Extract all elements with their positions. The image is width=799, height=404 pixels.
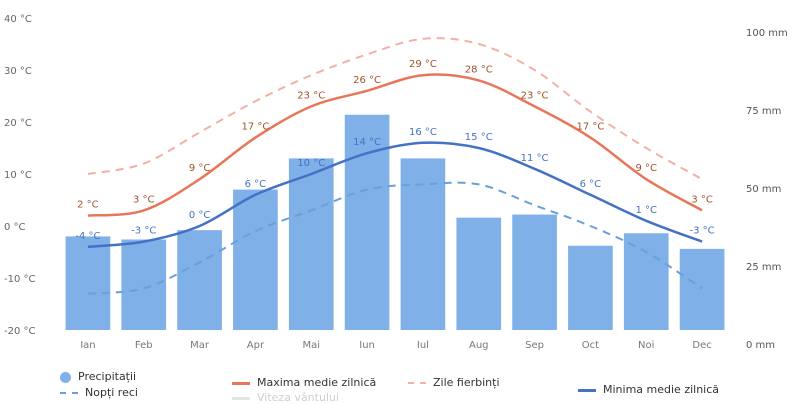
maxima-medie-zilnic--line xyxy=(87,73,703,217)
min-temp-label: 6 °C xyxy=(580,179,602,190)
right-axis-tick: 75 mm xyxy=(746,106,781,117)
precipitation-bar xyxy=(456,217,502,330)
left-axis-tick: 30 °C xyxy=(4,66,32,77)
legend-zile-fierbinti: Zile fierbinți xyxy=(408,376,500,389)
line-swatch-icon xyxy=(232,396,250,400)
max-temp-label: 2 °C xyxy=(77,200,99,211)
month-label: Mar xyxy=(190,340,210,351)
max-temp-label: 28 °C xyxy=(465,64,493,75)
precipitation-swatch-icon xyxy=(60,371,71,383)
nop-i-reci-line xyxy=(87,181,703,295)
month-label: Iun xyxy=(359,340,375,351)
left-axis-tick: 10 °C xyxy=(4,170,32,181)
max-temp-label: 17 °C xyxy=(241,122,269,133)
max-temp-label: 3 °C xyxy=(691,194,713,205)
month-label: Dec xyxy=(692,340,711,351)
max-temp-label: 23 °C xyxy=(297,90,325,101)
precipitation-bar xyxy=(233,189,278,330)
right-axis-tick: 25 mm xyxy=(746,262,781,273)
right-axis-tick: 50 mm xyxy=(746,184,781,195)
min-temp-label: 6 °C xyxy=(245,179,267,190)
minima-medie-zilnic--line xyxy=(87,141,703,249)
max-temp-label: 29 °C xyxy=(409,59,437,70)
max-temp-label: 3 °C xyxy=(133,194,155,205)
min-temp-label: -4 °C xyxy=(75,231,100,242)
legend-precipitatii: Precipitații xyxy=(60,370,136,383)
month-label: Noi xyxy=(638,340,654,351)
month-label: Oct xyxy=(582,340,599,351)
zile-fierbin-i-line xyxy=(87,37,703,181)
right-axis-tick: 0 mm xyxy=(746,340,775,351)
left-axis-tick: -20 °C xyxy=(4,326,36,337)
line-swatch-icon xyxy=(578,388,596,392)
min-temp-label: 16 °C xyxy=(409,127,437,138)
month-label: Aug xyxy=(469,340,489,351)
max-temp-label: 9 °C xyxy=(635,163,657,174)
month-label: Ian xyxy=(80,340,95,351)
precipitation-bar xyxy=(512,214,557,330)
climate-chart: 40 °C 30 °C 20 °C 10 °C 0 °C -10 °C -20 °C 100 … xyxy=(4,14,788,351)
dashed-line-swatch-icon xyxy=(408,382,426,384)
min-temp-label: -3 °C xyxy=(690,226,715,237)
dashed-line-swatch-icon xyxy=(60,392,78,394)
month-label: Apr xyxy=(247,340,265,351)
max-temp-label: 23 °C xyxy=(521,90,549,101)
precipitation-bar xyxy=(121,239,167,330)
legend-maxima: Maxima medie zilnică xyxy=(232,376,376,389)
left-axis-tick: -10 °C xyxy=(4,274,36,285)
line-swatch-icon xyxy=(232,381,250,385)
precipitation-bar xyxy=(568,245,613,330)
min-temp-label: 0 °C xyxy=(189,210,211,221)
month-label: Iul xyxy=(417,340,429,351)
right-axis-tick: 100 mm xyxy=(746,28,788,39)
left-axis-tick: 20 °C xyxy=(4,118,32,129)
precipitation-bar xyxy=(623,233,669,330)
max-temp-label: 9 °C xyxy=(189,163,211,174)
legend-minima: Minima medie zilnică xyxy=(578,383,719,396)
legend-nopti-reci: Nopți reci xyxy=(60,386,138,399)
precipitation-bar xyxy=(679,248,725,330)
precipitation-bar xyxy=(177,230,222,330)
max-temp-label: 26 °C xyxy=(353,75,381,86)
left-axis-tick: 0 °C xyxy=(4,222,26,233)
precipitation-bar xyxy=(400,158,446,330)
min-temp-label: 10 °C xyxy=(297,158,325,169)
min-temp-label: 15 °C xyxy=(465,132,493,143)
min-temp-label: 1 °C xyxy=(635,205,657,216)
precipitation-bar xyxy=(65,236,111,330)
max-temp-label: 17 °C xyxy=(576,122,604,133)
month-label: Sep xyxy=(525,340,544,351)
min-temp-label: 11 °C xyxy=(521,153,549,164)
legend-viteza-vantului: Viteza vântului xyxy=(232,391,339,404)
month-label: Feb xyxy=(135,340,153,351)
left-axis-tick: 40 °C xyxy=(4,14,32,25)
month-label: Mai xyxy=(302,340,320,351)
min-temp-label: 14 °C xyxy=(353,137,381,148)
min-temp-label: -3 °C xyxy=(131,226,156,237)
precipitation-bar xyxy=(288,158,334,330)
